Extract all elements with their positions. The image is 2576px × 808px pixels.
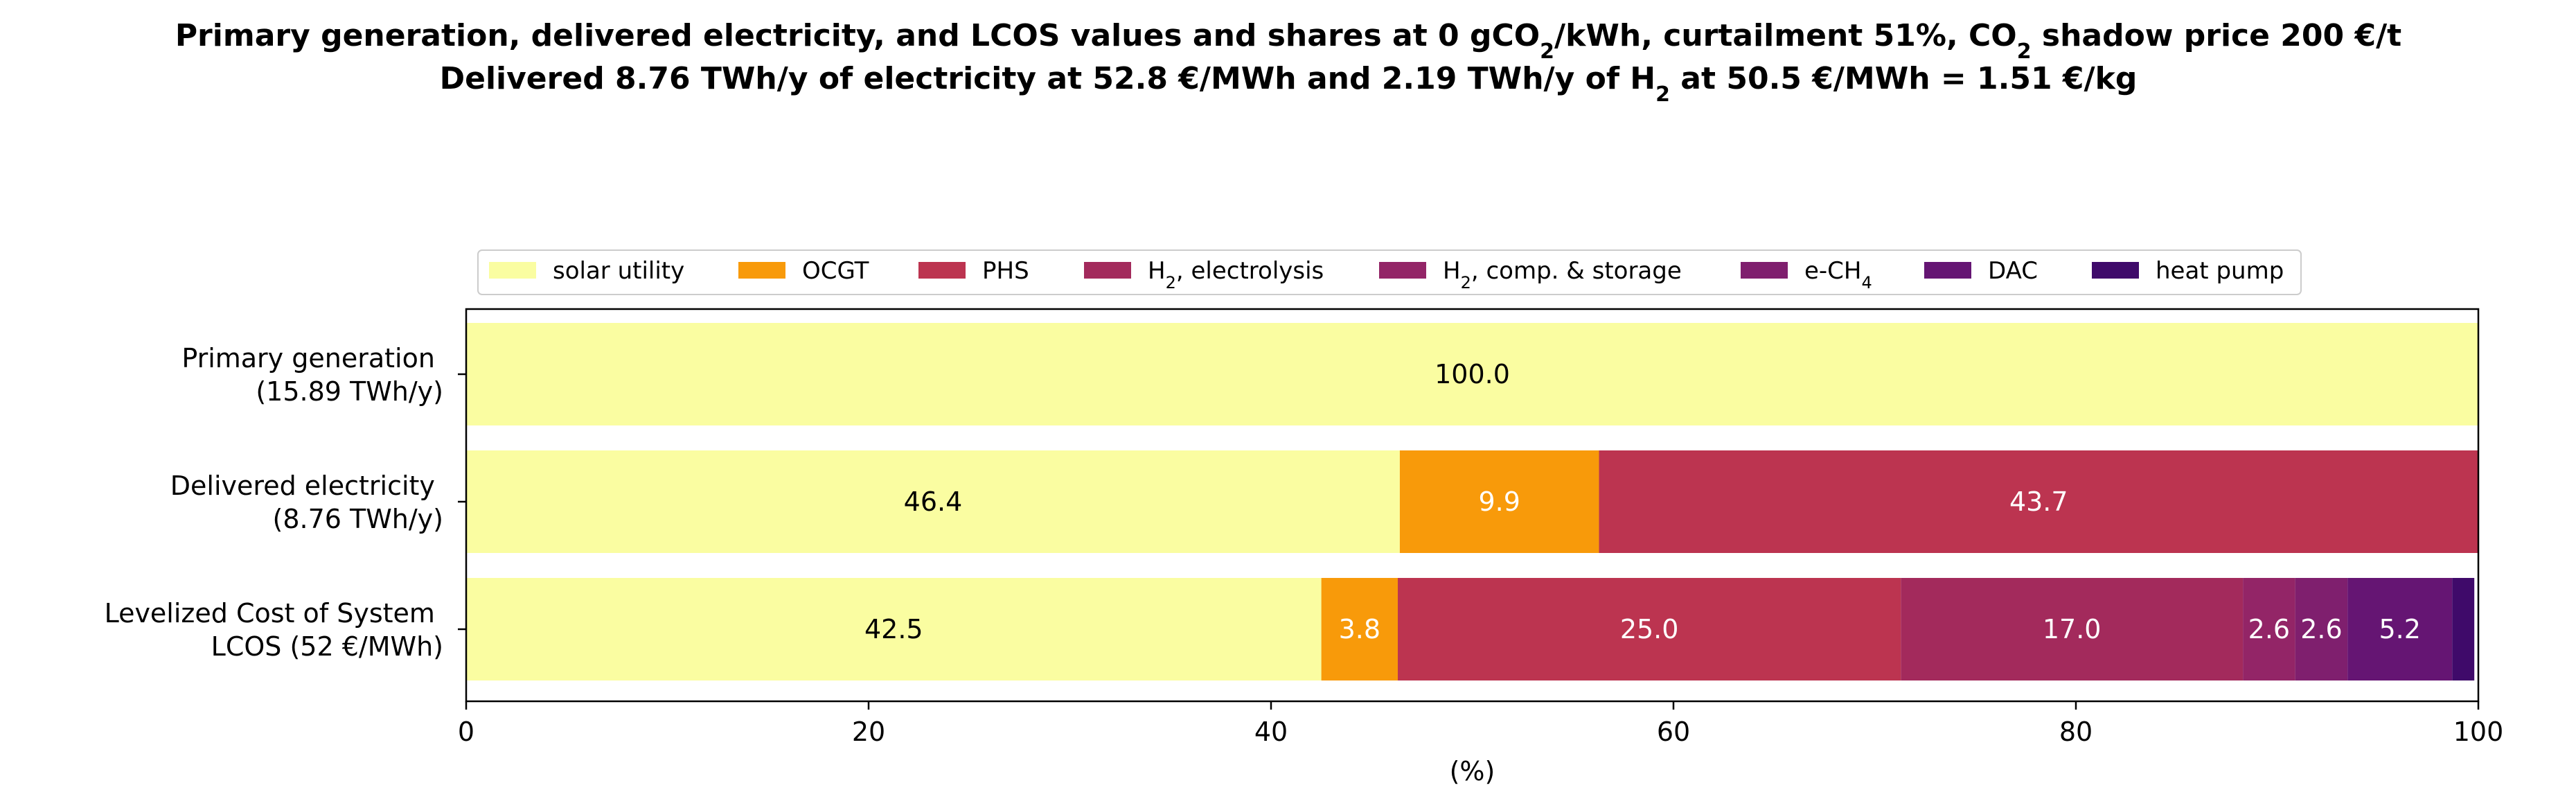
legend-swatch bbox=[2092, 262, 2139, 279]
bar-segment bbox=[466, 578, 1322, 680]
legend-item-ocgt: OCGT bbox=[738, 257, 869, 285]
data-label: 9.9 bbox=[1478, 486, 1520, 517]
x-tick-label: 100 bbox=[2453, 717, 2504, 747]
x-tick-label: 20 bbox=[852, 717, 885, 747]
legend-label: H2, electrolysis bbox=[1148, 257, 1324, 292]
y-category-label: Delivered electricity (8.76 TWh/y) bbox=[170, 471, 443, 534]
x-tick-label: 0 bbox=[458, 717, 474, 747]
bar-segment bbox=[1399, 450, 1599, 553]
bar-segment bbox=[1321, 578, 1398, 680]
legend-label: e-CH4 bbox=[1804, 257, 1872, 292]
legend-label: DAC bbox=[1988, 257, 2038, 285]
y-category-label: Primary generation (15.89 TWh/y) bbox=[181, 343, 443, 407]
data-label: 25.0 bbox=[1620, 614, 1679, 644]
legend-swatch bbox=[1924, 262, 1971, 279]
legend-item-solar-utility: solar utility bbox=[489, 257, 684, 285]
data-label: 2.6 bbox=[2300, 614, 2342, 644]
x-axis-label: (%) bbox=[1450, 756, 1495, 787]
legend-item-h2-comp-storage: H2, comp. & storage bbox=[1379, 257, 1682, 292]
legend-label: H2, comp. & storage bbox=[1443, 257, 1682, 292]
data-label: 46.4 bbox=[904, 486, 963, 517]
legend-item-dac: DAC bbox=[1924, 257, 2038, 285]
legend-label: solar utility bbox=[553, 257, 684, 285]
legend-swatch bbox=[489, 262, 536, 279]
legend: solar utility OCGT PHS H2, electrolysis H2, … bbox=[477, 249, 2302, 295]
bar-segment bbox=[2295, 578, 2348, 680]
bar-segment bbox=[1901, 578, 2244, 680]
legend-swatch bbox=[738, 262, 785, 279]
legend-swatch bbox=[1741, 262, 1788, 279]
legend-swatch bbox=[1084, 262, 1131, 279]
data-label: 43.7 bbox=[2009, 486, 2068, 517]
bar-segment bbox=[466, 323, 2478, 425]
legend-item-e-ch4: e-CH4 bbox=[1741, 257, 1872, 292]
x-tick-label: 60 bbox=[1657, 717, 1690, 747]
legend-label: PHS bbox=[982, 257, 1029, 285]
data-label: 5.2 bbox=[2379, 614, 2420, 644]
y-category-label: Levelized Cost of System LCOS (52 €/MWh) bbox=[105, 598, 443, 662]
axes-frame bbox=[465, 308, 2480, 703]
bar-segment bbox=[466, 450, 1400, 553]
legend-label: heat pump bbox=[2156, 257, 2284, 285]
x-tick-label: 80 bbox=[2059, 717, 2093, 747]
legend-swatch bbox=[918, 262, 966, 279]
data-label: 17.0 bbox=[2043, 614, 2102, 644]
bar-segment bbox=[2347, 578, 2453, 680]
chart-title-line-1: Primary generation, delivered electricit… bbox=[175, 18, 2401, 64]
legend-swatch bbox=[1379, 262, 1426, 279]
x-tick-label: 40 bbox=[1254, 717, 1288, 747]
axes: 0 20 40 60 80 100 (%) Primary generation (15.89… bbox=[105, 308, 2504, 787]
data-label: 42.5 bbox=[864, 614, 923, 644]
bar-segment bbox=[2243, 578, 2295, 680]
legend-item-h2-electrolysis: H2, electrolysis bbox=[1084, 257, 1324, 292]
data-label: 2.6 bbox=[2248, 614, 2290, 644]
bar-segment bbox=[1398, 578, 1901, 680]
legend-label: OCGT bbox=[802, 257, 869, 285]
data-label: 100.0 bbox=[1434, 359, 1510, 389]
plot-area: 100.0 46.4 9.9 43.7 42.5 3.8 25.0 17.0 2.6 2.6 5.2 bbox=[466, 323, 2478, 680]
legend-item-heat-pump: heat pump bbox=[2092, 257, 2284, 285]
bar-segment bbox=[2452, 578, 2475, 680]
legend-item-phs: PHS bbox=[918, 257, 1029, 285]
data-label: 3.8 bbox=[1339, 614, 1380, 644]
chart-title: Primary generation, delivered electricit… bbox=[175, 18, 2401, 107]
chart-title-line-2: Delivered 8.76 TWh/y of electricity at 5… bbox=[440, 61, 2138, 107]
bar-segment bbox=[1599, 450, 2478, 553]
